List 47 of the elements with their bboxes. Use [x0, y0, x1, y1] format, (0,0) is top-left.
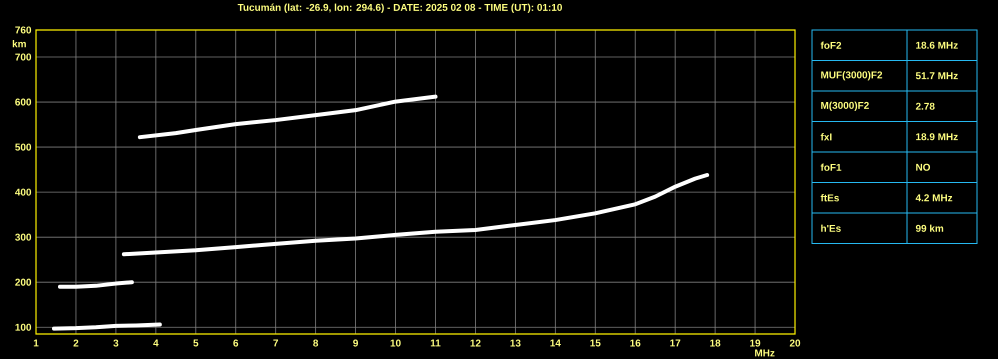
y-tick-label: 500	[15, 144, 32, 151]
text: 18.9 MHz	[916, 133, 958, 140]
text: ftEs	[820, 194, 839, 202]
text: NO	[916, 164, 930, 171]
chart-title: Tucumán (lat: -26.9, lon: 294.6) - DATE: 2025 02 08 - TIME (UT): 01:10	[238, 4, 562, 13]
x-tick-label: 20	[790, 340, 800, 347]
line-series	[122, 173, 710, 256]
x-tick-label: 7	[273, 340, 278, 346]
y-tick-label: 200	[15, 278, 32, 286]
text: h'Es	[821, 224, 841, 232]
x-tick-label: 4	[153, 340, 159, 346]
x-tick-label: 13	[510, 340, 521, 347]
x-tick-label: 3	[113, 340, 118, 347]
line-series	[138, 94, 438, 140]
text: 18.6 MHz	[916, 42, 958, 49]
x-axis-title: MHz	[755, 350, 775, 356]
x-tick-label: 17	[670, 340, 680, 346]
y-tick-label: 100	[15, 324, 32, 331]
x-tick-label: 10	[390, 340, 401, 347]
x-tick-label: 8	[313, 340, 318, 347]
y-tick-label: 700	[15, 53, 32, 61]
text: fxI	[820, 133, 832, 140]
x-tick-label: 18	[710, 340, 720, 347]
text: foF2	[820, 42, 842, 49]
x-tick-label: 6	[233, 340, 238, 347]
y-tick-label: 300	[15, 234, 32, 241]
y-tick-label: 400	[15, 188, 32, 196]
text: 99 km	[916, 224, 944, 232]
x-tick-label: 11	[430, 340, 440, 346]
x-tick-label: 2	[74, 340, 78, 346]
text: M(3000)F2	[821, 102, 869, 111]
y-tick-label: 760	[15, 26, 32, 34]
text: 51.7 MHz	[916, 72, 958, 80]
x-tick-label: 1	[34, 340, 38, 346]
text: 4.2 MHz	[916, 194, 952, 202]
text: 2.78	[916, 102, 935, 110]
y-axis-title: km	[12, 40, 26, 48]
x-tick-label: 16	[630, 340, 640, 347]
x-tick-label: 14	[550, 340, 561, 346]
x-tick-label: 15	[590, 340, 601, 346]
text: foF1	[820, 164, 842, 171]
text: MUF(3000)F2	[821, 71, 882, 80]
y-tick-label: 600	[15, 98, 32, 106]
x-tick-label: 12	[470, 340, 481, 346]
x-tick-label: 9	[353, 340, 358, 347]
x-tick-label: 5	[193, 340, 198, 346]
x-tick-label: 19	[750, 340, 760, 347]
